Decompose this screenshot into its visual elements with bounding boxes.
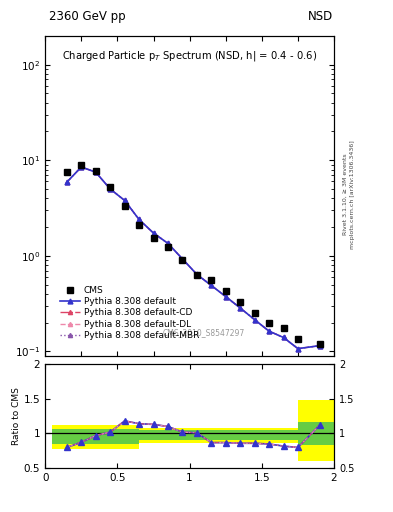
Text: 2360 GeV pp: 2360 GeV pp	[49, 10, 126, 23]
Text: Rivet 3.1.10, ≥ 3M events: Rivet 3.1.10, ≥ 3M events	[343, 154, 347, 236]
Legend: CMS, Pythia 8.308 default, Pythia 8.308 default-CD, Pythia 8.308 default-DL, Pyt: CMS, Pythia 8.308 default, Pythia 8.308 …	[59, 284, 201, 342]
Text: CMS_2010_S8547297: CMS_2010_S8547297	[163, 328, 245, 337]
Text: NSD: NSD	[308, 10, 333, 23]
Y-axis label: Ratio to CMS: Ratio to CMS	[12, 387, 21, 445]
Text: mcplots.cern.ch [arXiv:1306.3436]: mcplots.cern.ch [arXiv:1306.3436]	[351, 140, 355, 249]
Text: Charged Particle p$_T$ Spectrum (NSD, h| = 0.4 - 0.6): Charged Particle p$_T$ Spectrum (NSD, h|…	[62, 49, 317, 62]
